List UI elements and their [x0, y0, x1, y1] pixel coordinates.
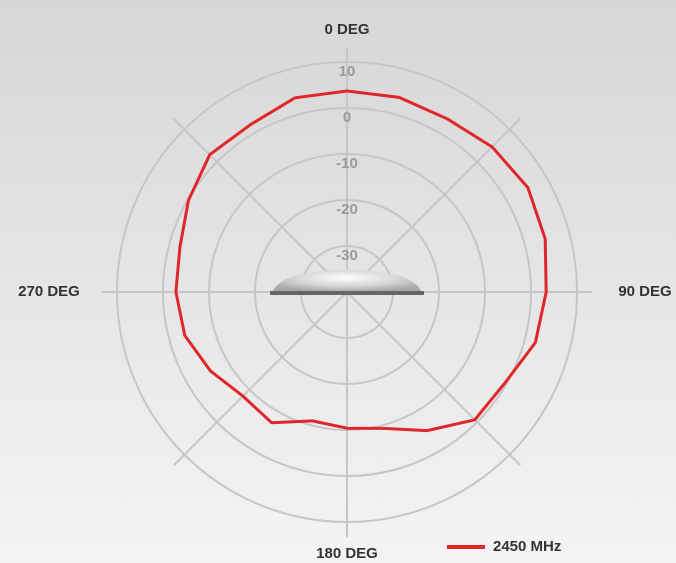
angle-tick-label: 0 DEG	[324, 21, 369, 38]
r-tick-label: -30	[336, 247, 358, 264]
angle-tick-label: 180 DEG	[316, 545, 378, 562]
antenna-base	[270, 291, 424, 295]
legend: 2450 MHz	[447, 538, 561, 555]
r-tick-label: 10	[339, 63, 356, 80]
r-tick-label: -20	[336, 201, 358, 218]
r-tick-label: 0	[343, 109, 351, 126]
antenna-dome	[272, 269, 422, 293]
spoke	[173, 291, 348, 466]
angle-tick-label: 90 DEG	[618, 283, 671, 300]
legend-label: 2450 MHz	[493, 538, 561, 555]
pattern-line	[174, 89, 548, 433]
angle-tick-label: 270 DEG	[18, 283, 80, 300]
curves	[174, 89, 548, 433]
spoke	[173, 118, 348, 293]
spoke	[346, 291, 521, 466]
labels: 10 0 -10 -20 -30 0 DEG 90 DEG 180 DEG 270 DEG	[18, 21, 672, 562]
r-tick-label: -10	[336, 155, 358, 172]
antenna	[270, 269, 424, 295]
